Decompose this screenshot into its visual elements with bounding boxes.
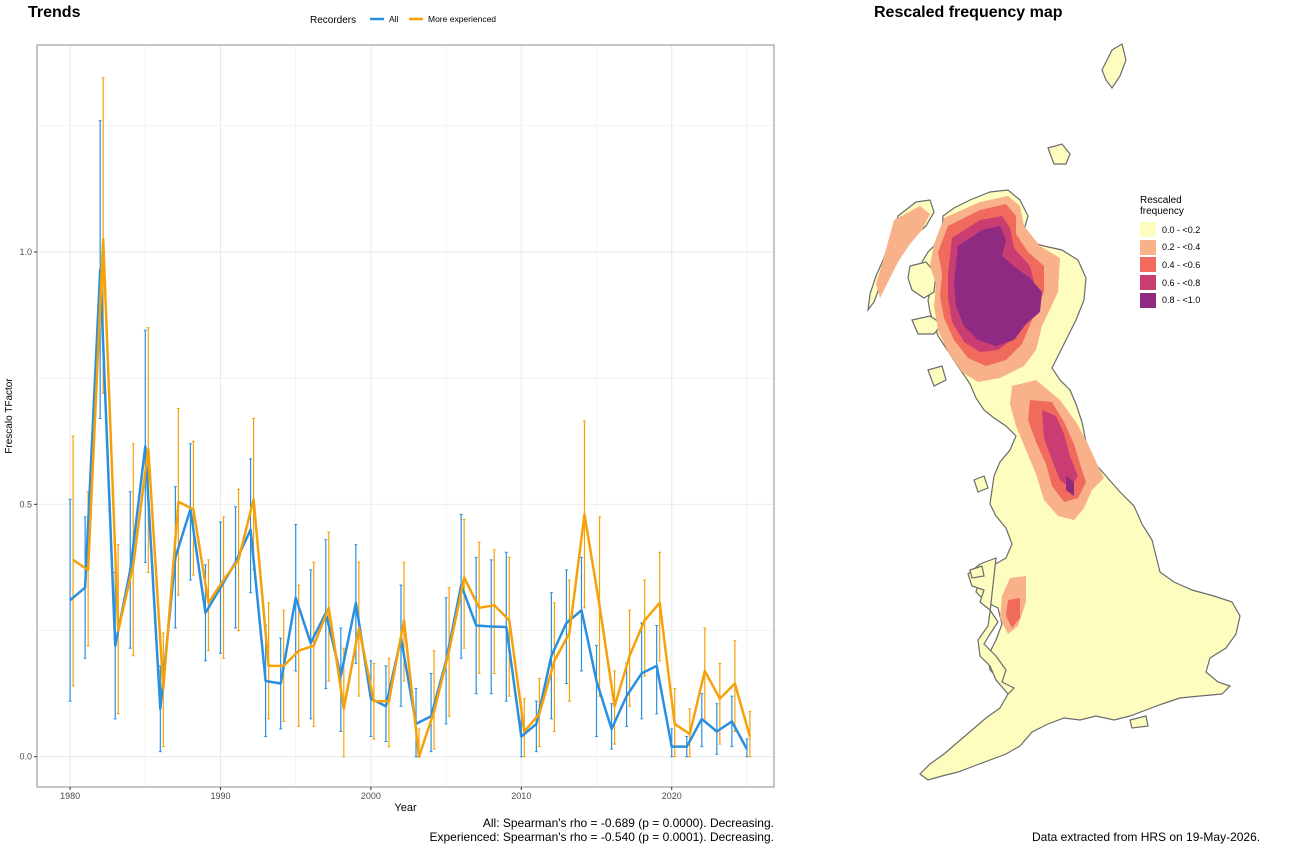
trend-chart: 0.0 0.5 1.0 1980 1990 2000 2010 2020 Year Frescal… xyxy=(4,14,775,814)
x-tick-label: 1990 xyxy=(210,791,230,801)
isle-of-wight xyxy=(1129,715,1149,729)
x-tick-label: 1980 xyxy=(60,791,80,801)
plot-border xyxy=(36,44,775,788)
plot-panel xyxy=(37,45,774,787)
map-legend-swatch xyxy=(1140,239,1156,255)
y-tick-label: 0.5 xyxy=(19,499,32,509)
anglesey xyxy=(969,565,985,579)
skye xyxy=(907,261,937,299)
legend-label-more-experienced: More experienced xyxy=(428,14,496,24)
map-legend-label: 0.0 - <0.2 xyxy=(1162,224,1201,235)
islay xyxy=(927,365,947,387)
map-legend-title-line1: Rescaled xyxy=(1140,195,1182,206)
map-title: Rescaled frequency map xyxy=(874,4,1063,21)
legend-label-all: All xyxy=(389,14,399,24)
band-0.6-pennines xyxy=(1042,410,1078,488)
map-legend-swatch xyxy=(1140,292,1156,308)
x-tick-label: 2010 xyxy=(511,791,531,801)
series-line-all xyxy=(69,268,748,750)
map-legend: Rescaled frequency 0.0 - <0.2 0.2 - <0.4 0… xyxy=(1140,195,1200,309)
map-legend-row: 0.4 - <0.6 xyxy=(1140,256,1200,274)
map-legend-label: 0.4 - <0.6 xyxy=(1162,259,1201,270)
band-0.2-hebrides xyxy=(876,206,930,298)
isle-of-man xyxy=(973,475,989,493)
y-tick-label: 0.0 xyxy=(19,752,32,762)
series-line-more-experienced xyxy=(72,238,752,758)
rescaled-frequency-map xyxy=(867,43,1241,781)
y-axis-label: Frescalo TFactor xyxy=(4,378,15,454)
trends-title: Trends xyxy=(28,4,81,21)
x-axis-label: Year xyxy=(394,802,417,814)
band-0.8 xyxy=(954,226,1042,346)
map-legend-swatch xyxy=(1140,275,1156,291)
band-0.8-pennines xyxy=(1066,476,1074,496)
map-legend-label: 0.2 - <0.4 xyxy=(1162,242,1201,253)
map-legend-entries: 0.0 - <0.2 0.2 - <0.4 0.4 - <0.6 0.6 - <0.8… xyxy=(1140,221,1200,309)
legend-title: Recorders xyxy=(310,15,356,26)
map-legend-title: Rescaled frequency xyxy=(1140,195,1200,217)
y-tick-label: 1.0 xyxy=(19,247,32,257)
spearman-stats: All: Spearman's rho = -0.689 (p = 0.0000… xyxy=(430,816,775,844)
wales xyxy=(967,557,1016,695)
map-legend-swatch xyxy=(1140,257,1156,273)
stats-all: All: Spearman's rho = -0.689 (p = 0.0000… xyxy=(482,816,774,830)
map-legend-row: 0.8 - <1.0 xyxy=(1140,291,1200,309)
map-legend-title-line2: frequency xyxy=(1140,206,1184,217)
x-tick-label: 2000 xyxy=(361,791,381,801)
map-legend-swatch xyxy=(1140,222,1156,238)
band-0.4-wales xyxy=(1006,598,1020,628)
x-tick-label: 2020 xyxy=(662,791,682,801)
map-legend-row: 0.0 - <0.2 xyxy=(1140,221,1200,239)
stats-experienced: Experienced: Spearman's rho = -0.540 (p … xyxy=(429,830,775,844)
map-legend-row: 0.2 - <0.4 xyxy=(1140,239,1200,257)
shetland xyxy=(1101,43,1127,90)
map-legend-label: 0.8 - <1.0 xyxy=(1162,295,1201,306)
orkney xyxy=(1047,143,1071,165)
map-frequency-bands xyxy=(876,196,1104,634)
source-note: Data extracted from HRS on 19-May-2026. xyxy=(1032,830,1261,844)
map-legend-label: 0.6 - <0.8 xyxy=(1162,277,1201,288)
map-legend-row: 0.6 - <0.8 xyxy=(1140,274,1200,292)
